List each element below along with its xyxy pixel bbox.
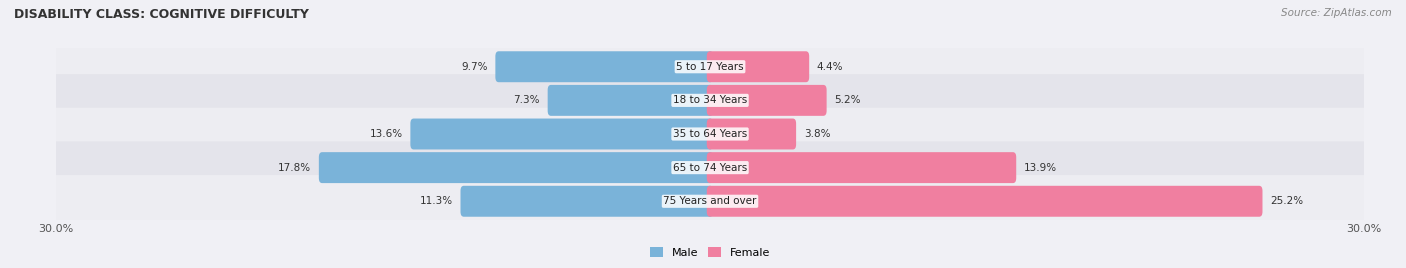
FancyBboxPatch shape [49,108,1371,160]
Text: 7.3%: 7.3% [513,95,540,105]
Text: 65 to 74 Years: 65 to 74 Years [673,163,747,173]
Text: Source: ZipAtlas.com: Source: ZipAtlas.com [1281,8,1392,18]
Text: 4.4%: 4.4% [817,62,844,72]
FancyBboxPatch shape [49,175,1371,228]
Text: 25.2%: 25.2% [1270,196,1303,206]
Text: 5 to 17 Years: 5 to 17 Years [676,62,744,72]
Text: DISABILITY CLASS: COGNITIVE DIFFICULTY: DISABILITY CLASS: COGNITIVE DIFFICULTY [14,8,309,21]
FancyBboxPatch shape [495,51,713,82]
FancyBboxPatch shape [49,74,1371,126]
Text: 5.2%: 5.2% [834,95,860,105]
Text: 18 to 34 Years: 18 to 34 Years [673,95,747,105]
FancyBboxPatch shape [411,118,713,150]
FancyBboxPatch shape [707,186,1263,217]
FancyBboxPatch shape [707,51,810,82]
Legend: Male, Female: Male, Female [645,243,775,262]
FancyBboxPatch shape [461,186,713,217]
Text: 75 Years and over: 75 Years and over [664,196,756,206]
FancyBboxPatch shape [707,118,796,150]
FancyBboxPatch shape [548,85,713,116]
Text: 13.9%: 13.9% [1024,163,1057,173]
FancyBboxPatch shape [319,152,713,183]
Text: 35 to 64 Years: 35 to 64 Years [673,129,747,139]
Text: 11.3%: 11.3% [420,196,453,206]
FancyBboxPatch shape [49,142,1371,194]
FancyBboxPatch shape [707,85,827,116]
Text: 17.8%: 17.8% [278,163,311,173]
Text: 3.8%: 3.8% [804,129,830,139]
FancyBboxPatch shape [49,40,1371,93]
Text: 13.6%: 13.6% [370,129,402,139]
Text: 9.7%: 9.7% [461,62,488,72]
FancyBboxPatch shape [707,152,1017,183]
